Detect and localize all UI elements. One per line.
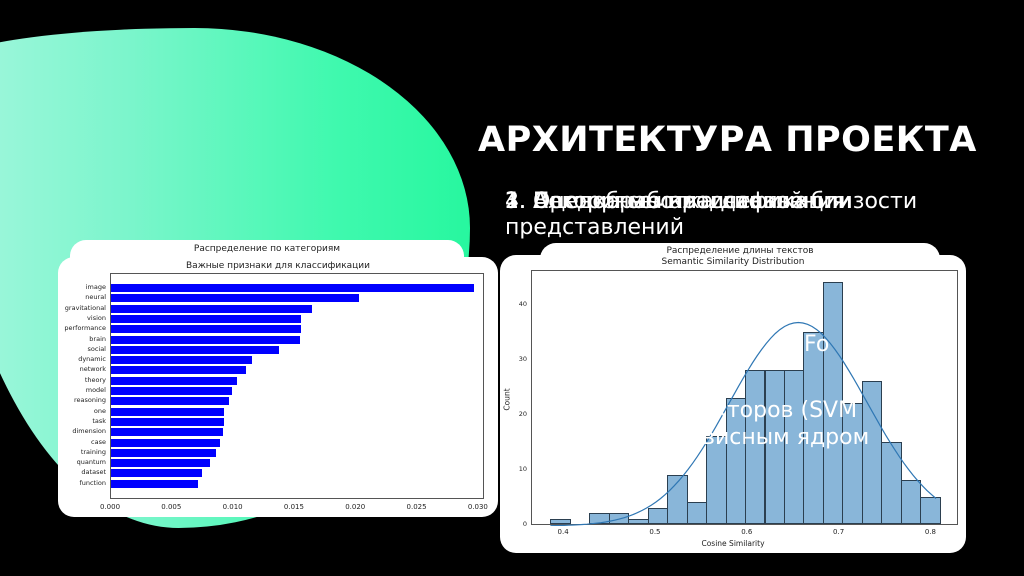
bar-brain [111,335,300,344]
category-label: gravitational [64,303,106,312]
kde-curve [550,321,937,526]
x-axis-label: Cosine Similarity [701,539,765,548]
category-label: model [85,386,106,394]
histogram-bin [550,518,571,524]
category-label: dimension [72,427,106,436]
category-label: vision [87,313,106,322]
bar-performance [111,325,302,334]
x-tick-label: 0.030 [467,503,488,511]
y-tick-label: 30 [518,355,527,363]
category-label: network [79,365,106,374]
x-tick-label: 0.6 [741,528,753,536]
x-tick-label: 0.005 [161,503,182,511]
category-label: dataset [81,468,106,477]
bar-vision [111,314,302,323]
feature-importance-chart-card: Важные признаки для классификации image n… [58,257,498,517]
chart-title: Semantic Similarity Distribution [661,257,805,267]
bar-gravitational [111,304,313,313]
category-label: one [93,406,106,415]
category-label: reasoning [73,396,106,405]
y-tick-label: 10 [518,465,527,473]
bar-quantum [111,459,211,468]
bar-case [111,438,221,447]
back-chart-title: Распределение длины текстов [666,246,814,256]
category-label: theory [84,375,106,384]
bar-dataset [111,469,202,478]
category-label: social [87,344,106,353]
subtitle-layer-4: 4. Алгоритмы классификации [505,189,852,214]
x-tick-label: 0.025 [406,503,427,511]
category-label: function [79,478,106,487]
x-tick-label: 0.010 [222,503,243,511]
bar-model [111,387,233,395]
overlay-text-1: nFo [790,332,830,357]
overlay-text-3: висным ядром [702,425,870,450]
y-axis-label: Count [502,388,512,411]
x-tick-label: 0.7 [833,528,845,536]
bar-social [111,345,279,354]
category-label: training [80,447,106,456]
category-label: neural [85,293,106,302]
similarity-histogram-plot [531,270,958,526]
bar-reasoning [111,397,229,406]
bar-neural [111,294,359,303]
bar-network [111,366,246,375]
category-label: task [92,416,106,425]
x-tick-label: 0.5 [649,528,661,536]
x-tick-label: 0.020 [345,503,366,511]
bar-theory [111,376,238,385]
bar-image [111,284,474,292]
category-label: dynamic [78,355,106,364]
subtitle-line-2: представлений [505,215,685,240]
bar-training [111,448,217,457]
bar-function [111,479,199,488]
bar-dynamic [111,356,253,365]
histogram-bin [920,496,941,524]
subtitle-layer-1: 1. Предобработка данных [505,189,809,214]
bar-task [111,417,224,426]
category-label: performance [64,324,106,333]
bar-one [111,407,224,416]
category-label: case [91,437,106,446]
similarity-histogram-card: Semantic Similarity Distribution Cosine … [500,255,966,553]
x-tick-label: 0.015 [283,503,304,511]
category-label: quantum [76,458,106,467]
feature-importance-plot [110,273,484,499]
histogram-bin [667,474,688,524]
chart-title: Важные признаки для классификации [186,261,370,271]
overlay-text-2: екторов (SVM [700,398,858,423]
slide-title: АРХИТЕКТУРА ПРОЕКТА [478,120,977,160]
bar-dimension [111,428,223,437]
y-tick-label: 0 [522,520,527,528]
x-tick-label: 0.8 [924,528,937,536]
subtitle-layer-3: 3. Оценка семантической близости [505,189,918,214]
x-tick-label: 0.000 [99,503,121,511]
back-chart-title: Распределение по категориям [193,244,341,254]
subtitle-layer-2: 2. Векторные представления [505,189,846,214]
y-tick-label: 40 [518,300,527,308]
category-label: image [85,283,106,291]
y-tick-label: 20 [518,410,527,418]
category-label: brain [89,334,106,343]
x-tick-label: 0.4 [557,528,569,536]
